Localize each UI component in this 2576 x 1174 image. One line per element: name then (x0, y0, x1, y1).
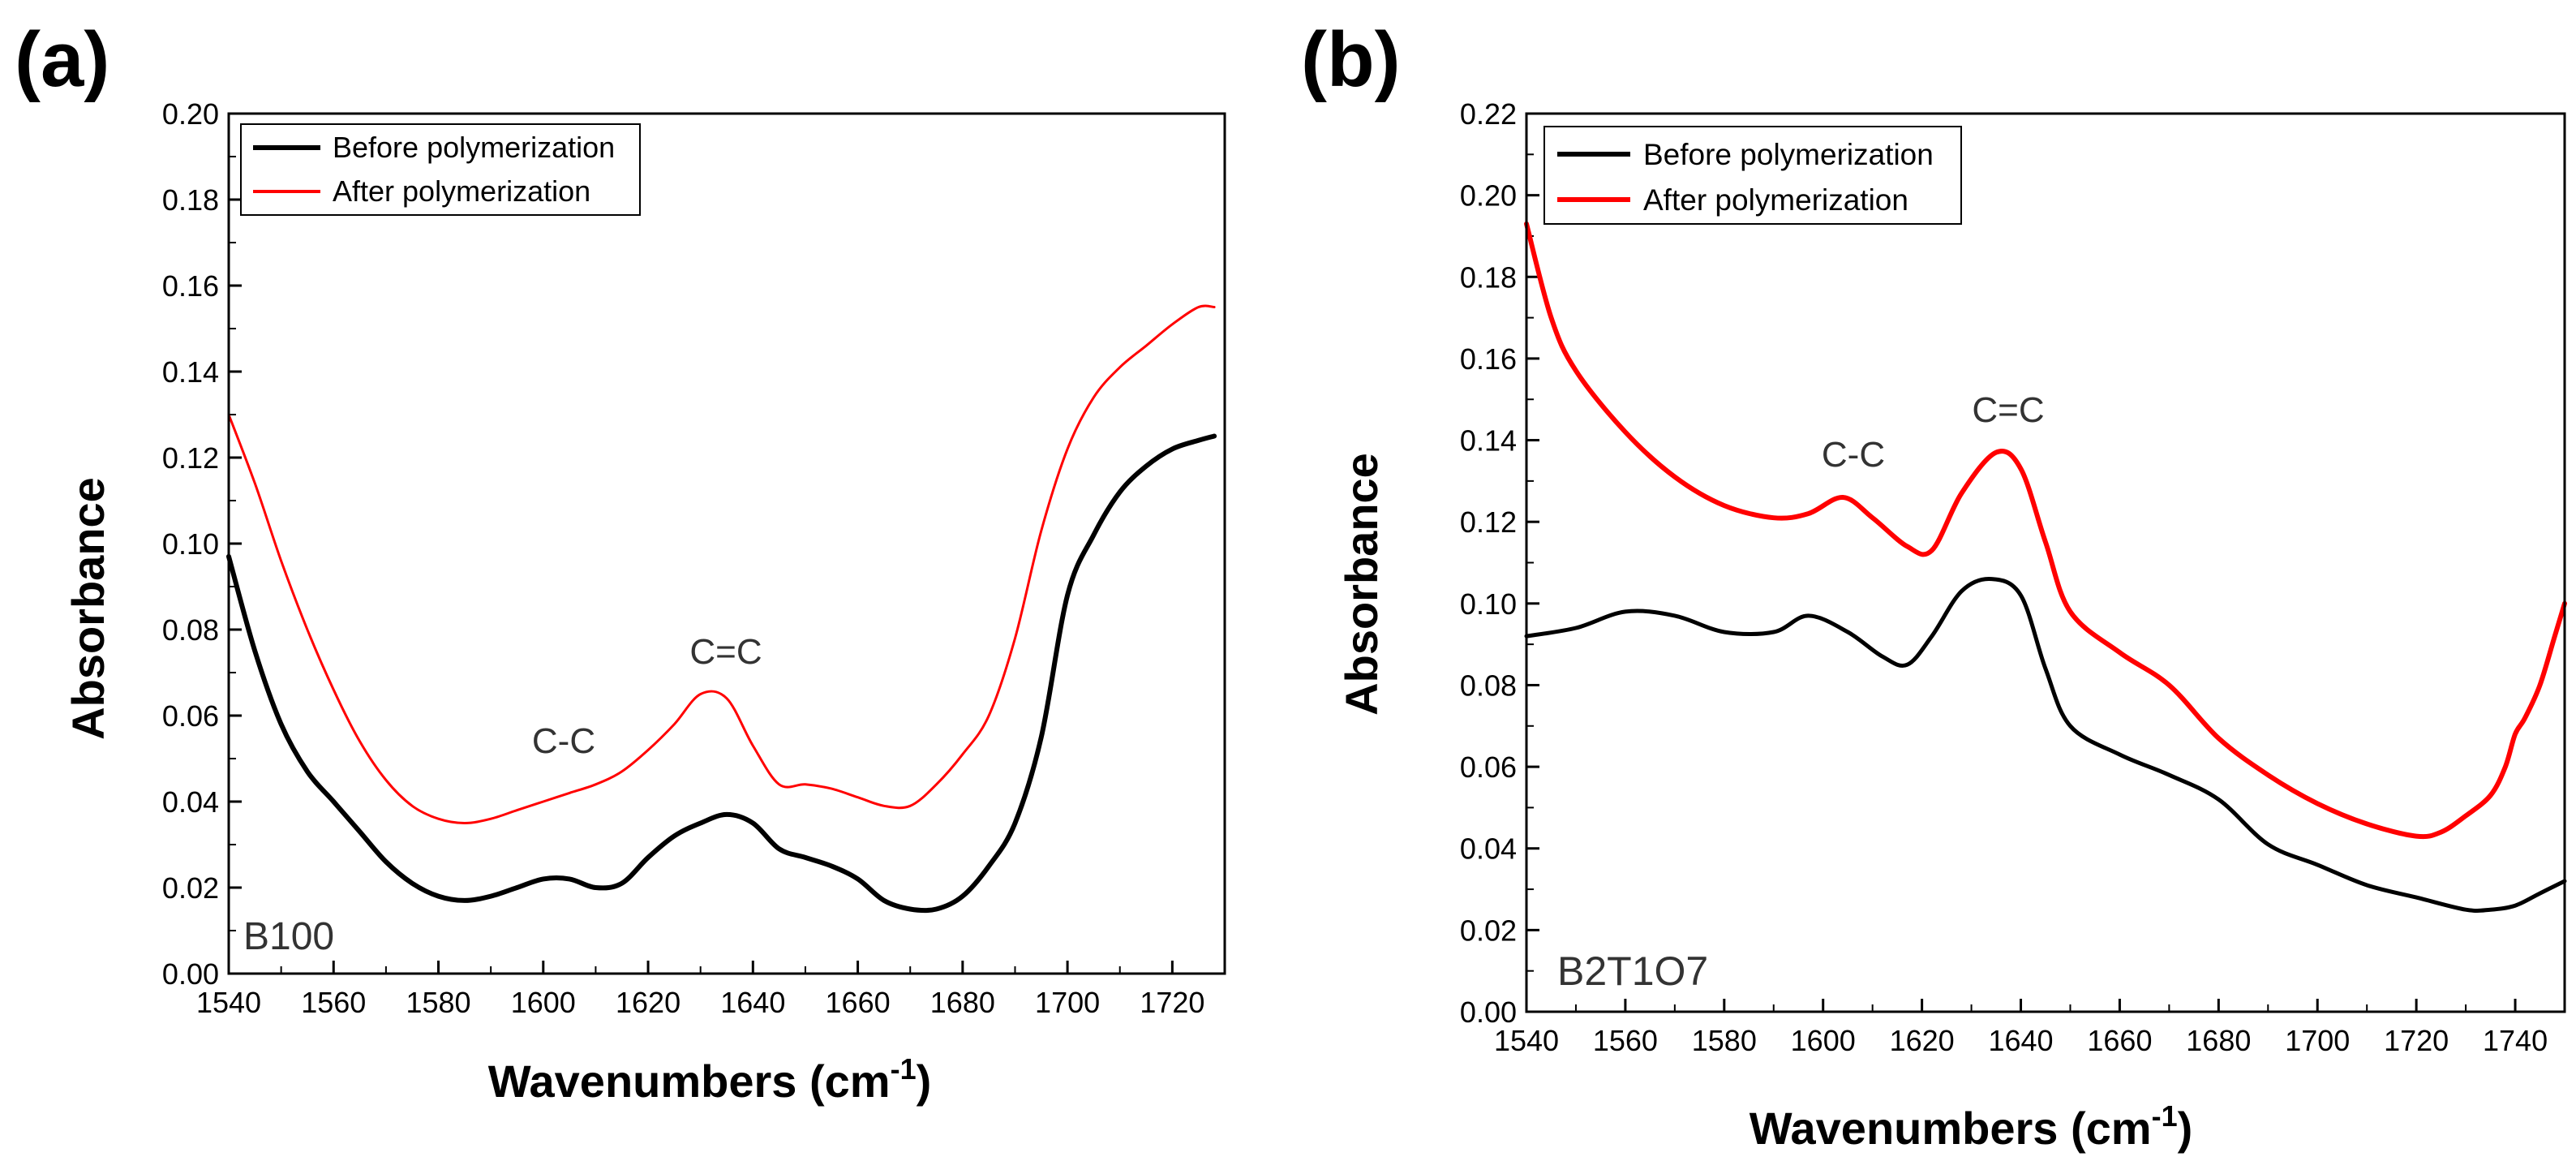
panel-a-legend-before: Before polymerization (333, 131, 615, 164)
panel-b-legend-before: Before polymerization (1643, 138, 1934, 171)
panel-b-ytick-label: 0.04 (1460, 832, 1517, 866)
panel-a-annotation-c-double-c: C=C (689, 632, 762, 672)
panel-b-xtick-label: 1580 (1692, 1024, 1757, 1057)
panel-a-chart: (a) Absorbance Wavenumbers (cm-1) 1540 15… (15, 16, 1226, 1107)
panel-b-ticks: 1540 1560 1580 1600 1620 1640 1660 1680 1700 1720… (1460, 97, 2548, 1057)
panel-a-series-after (227, 304, 1216, 824)
panel-a-xtick-label: 1720 (1140, 986, 1204, 1019)
panel-b-ylabel: Absorbance (1336, 453, 1387, 716)
panel-b-ytick-label: 0.12 (1460, 505, 1517, 539)
panel-a-ytick-label: 0.20 (162, 97, 219, 131)
panel-b-xtick-label: 1620 (1890, 1024, 1955, 1057)
panel-a-xlabel: Wavenumbers (cm-1) (488, 1052, 932, 1107)
panel-a-ytick-label: 0.10 (162, 527, 219, 561)
panel-b-series-after (1524, 221, 2567, 840)
panel-b-ytick-label: 0.20 (1460, 179, 1517, 213)
panel-b-xtick-label: 1560 (1593, 1024, 1658, 1057)
panel-a-xlabel-close: ) (917, 1056, 932, 1107)
panel-b-sample-label: B2T1O7 (1557, 948, 1708, 994)
panel-b-ytick-label: 0.06 (1460, 750, 1517, 784)
panel-b-label: (b) (1301, 16, 1401, 103)
panel-a-ticks: 1540 1560 1580 1600 1620 1640 1660 1680 1700 1720… (162, 97, 1204, 1019)
panel-b-xtick-label: 1720 (2384, 1024, 2449, 1057)
panel-b-chart: (b) Absorbance Wavenumbers (cm-1) 1540 15… (1301, 16, 2567, 1154)
panel-a-xtick-label: 1580 (406, 986, 470, 1019)
panel-a-ytick-label: 0.02 (162, 871, 219, 905)
panel-a-ytick-label: 0.16 (162, 269, 219, 303)
panel-a-annotation-cc: C-C (532, 721, 595, 761)
panel-b-xtick-label: 1600 (1791, 1024, 1856, 1057)
panel-b-legend: Before polymerization After polymerizati… (1543, 126, 1962, 225)
panel-a-ytick-label: 0.08 (162, 613, 219, 647)
panel-a-xtick-label: 1560 (301, 986, 366, 1019)
panel-b-series-before (1524, 577, 2567, 914)
panel-b-ytick-label: 0.00 (1460, 996, 1517, 1029)
panel-a-xtick-label: 1700 (1035, 986, 1100, 1019)
panel-b-xtick-label: 1680 (2186, 1024, 2251, 1057)
panel-b-ytick-label: 0.18 (1460, 260, 1517, 294)
panel-a-ytick-label: 0.18 (162, 183, 219, 217)
panel-a-xtick-label: 1620 (616, 986, 680, 1019)
panel-b-xlabel-main: Wavenumbers (cm (1750, 1103, 2152, 1154)
panel-a-ytick-label: 0.00 (162, 957, 219, 991)
panel-b-annotation-c-double-c: C=C (1972, 390, 2044, 430)
panel-a-plot-frame (227, 112, 1226, 975)
panel-b-xtick-label: 1640 (1988, 1024, 2053, 1057)
panel-a-series-before (226, 433, 1217, 914)
panel-a-ytick-label: 0.14 (162, 355, 219, 389)
panel-b-ytick-label: 0.02 (1460, 914, 1517, 947)
panel-b-xlabel-close: ) (2178, 1103, 2193, 1154)
panel-b-ytick-label: 0.22 (1460, 97, 1517, 131)
panel-a-legend-after: After polymerization (333, 174, 590, 208)
panel-a-xlabel-sup: -1 (891, 1052, 917, 1086)
panel-a-series (226, 304, 1217, 914)
panel-b-series (1524, 221, 2567, 914)
panel-b-ytick-label: 0.10 (1460, 587, 1517, 621)
panel-b-ytick-label: 0.14 (1460, 424, 1517, 458)
panel-a-label: (a) (15, 16, 109, 103)
panel-b-ytick-label: 0.08 (1460, 669, 1517, 702)
panel-b-legend-box (1543, 126, 1962, 225)
panel-b-legend-after: After polymerization (1643, 183, 1908, 217)
panel-b-plot-frame (1525, 112, 2566, 1013)
panel-b-annotation-cc: C-C (1822, 435, 1885, 475)
panel-b-xtick-label: 1700 (2285, 1024, 2350, 1057)
panel-a-ytick-label: 0.06 (162, 699, 219, 733)
panel-b-xtick-label: 1740 (2483, 1024, 2548, 1057)
panel-a-ytick-label: 0.04 (162, 785, 219, 819)
panel-a-xtick-label: 1600 (511, 986, 576, 1019)
panel-a-legend-box (240, 123, 641, 216)
panel-a-legend: Before polymerization After polymerizati… (240, 123, 641, 216)
panel-a-sample-label: B100 (243, 915, 334, 958)
panel-a-ylabel: Absorbance (62, 477, 114, 740)
panel-a-xtick-label: 1660 (826, 986, 891, 1019)
panel-a-xtick-label: 1540 (196, 986, 261, 1019)
panel-b-ytick-label: 0.16 (1460, 342, 1517, 376)
panel-a-xlabel-main: Wavenumbers (cm (488, 1056, 891, 1107)
panel-b-xtick-label: 1660 (2087, 1024, 2152, 1057)
panel-b-xtick-label: 1540 (1494, 1024, 1559, 1057)
panel-a-xtick-label: 1640 (720, 986, 785, 1019)
panel-b-xlabel-sup: -1 (2152, 1099, 2178, 1133)
panel-a-ytick-label: 0.12 (162, 441, 219, 475)
panel-a-xtick-label: 1680 (930, 986, 995, 1019)
panel-b-xlabel: Wavenumbers (cm-1) (1750, 1099, 2193, 1154)
